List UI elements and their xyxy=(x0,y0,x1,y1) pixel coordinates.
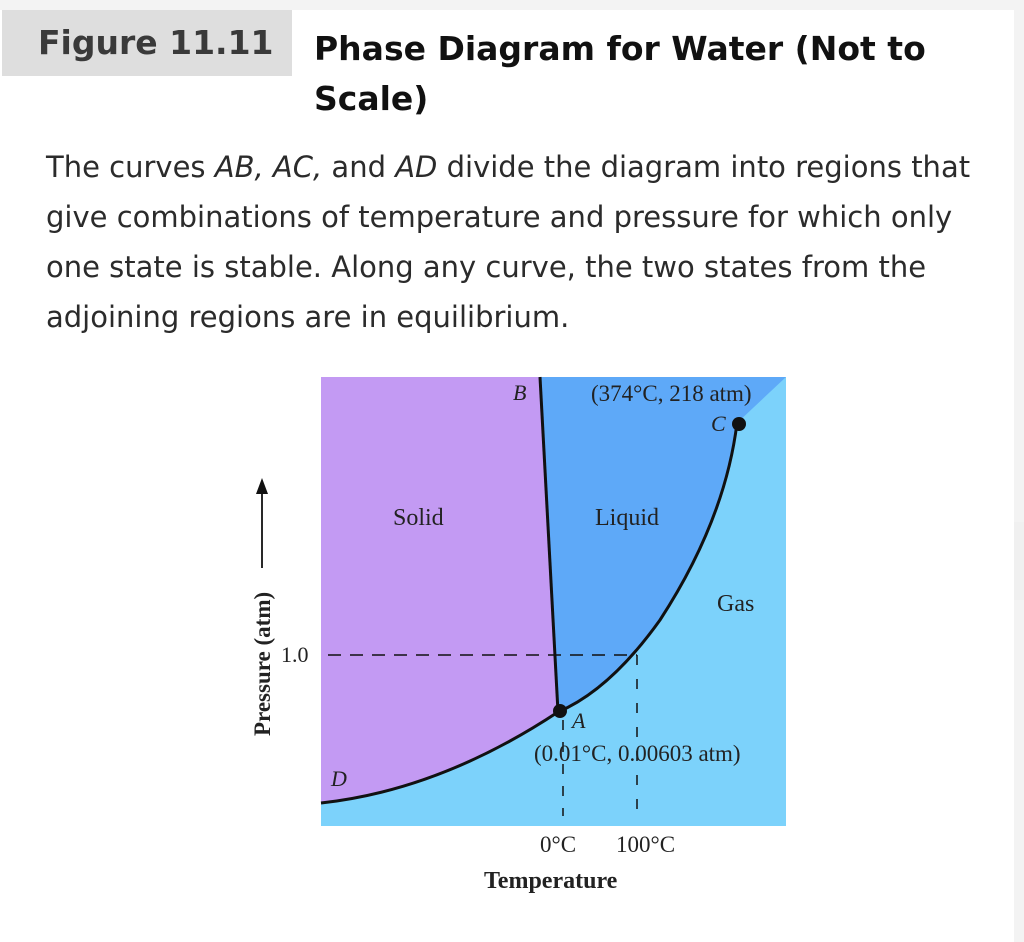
point-c-label: C xyxy=(711,411,726,436)
caption-text: divide the diagram into regions that giv… xyxy=(46,150,971,334)
x-axis-tick-100c: 100°C xyxy=(616,832,675,857)
caption-curve-ac: AC, xyxy=(272,150,323,184)
liquid-region xyxy=(540,377,786,712)
solid-region-label: Solid xyxy=(393,505,444,531)
figure-label: Figure 11.11 xyxy=(2,10,292,76)
liquid-region-label: Liquid xyxy=(595,505,659,531)
y-axis-label: Pressure (atm) xyxy=(250,592,275,736)
caption-curve-ab: AB, xyxy=(214,150,264,184)
critical-point-c-marker xyxy=(732,417,746,431)
triple-point-annotation: (0.01°C, 0.00603 atm) xyxy=(534,741,741,766)
curve-ab xyxy=(538,376,560,713)
figure-card: Figure 11.11 Phase Diagram for Water (No… xyxy=(0,10,1014,942)
point-a-label: A xyxy=(570,708,586,733)
point-d-label: D xyxy=(330,766,347,791)
figure-caption: The curves AB, AC, and AD divide the dia… xyxy=(46,142,996,342)
point-b-label: B xyxy=(513,380,526,405)
triple-point-a-marker xyxy=(553,704,567,718)
solid-region xyxy=(321,377,558,803)
x-axis-label: Temperature xyxy=(484,868,618,894)
curve-ad xyxy=(320,710,559,805)
caption-text: and xyxy=(322,150,396,184)
y-axis-arrowhead-icon xyxy=(256,478,268,494)
curve-ac xyxy=(557,422,739,714)
y-axis-tick-label: 1.0 xyxy=(281,642,309,667)
gas-region-label: Gas xyxy=(717,591,754,617)
x-axis-tick-0c: 0°C xyxy=(540,832,576,857)
figure-title: Phase Diagram for Water (Not to Scale) xyxy=(314,29,926,118)
caption-text: The curves xyxy=(46,150,215,184)
caption-curve-ad: AD xyxy=(395,150,438,184)
critical-point-annotation: (374°C, 218 atm) xyxy=(591,381,752,406)
